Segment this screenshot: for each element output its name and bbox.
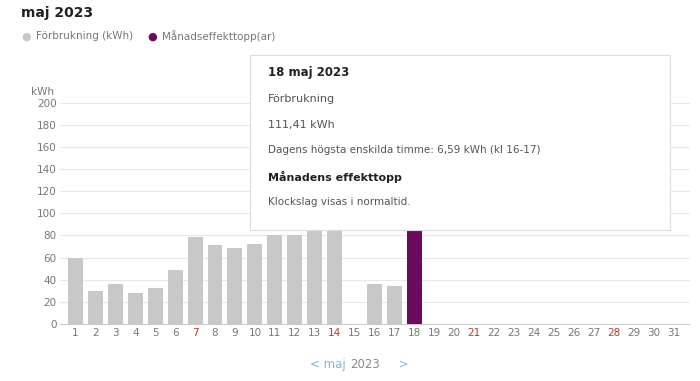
Bar (327, 230, 342, 324)
Text: maj 2023: maj 2023 (21, 6, 93, 20)
Text: 2023: 2023 (350, 359, 379, 371)
Text: Förbrukning: Förbrukning (267, 94, 335, 104)
Bar (307, 220, 322, 324)
Text: Klockslag visas i normaltid.: Klockslag visas i normaltid. (267, 197, 410, 207)
Bar (287, 235, 302, 324)
Text: 111,41 kWh: 111,41 kWh (267, 120, 335, 130)
Text: < maj: < maj (311, 359, 350, 371)
Bar (247, 244, 262, 324)
Bar (128, 293, 143, 324)
Bar (68, 258, 83, 324)
Bar (108, 284, 122, 324)
Text: Dagens högsta enskilda timme: 6,59 kWh (kl 16-17): Dagens högsta enskilda timme: 6,59 kWh (… (267, 146, 540, 155)
Bar (228, 248, 242, 324)
Text: Förbrukning (kWh): Förbrukning (kWh) (36, 31, 134, 41)
Bar (267, 235, 282, 324)
Bar (407, 201, 422, 324)
Text: Månadseffekttopp(ar): Månadseffekttopp(ar) (162, 30, 276, 42)
Text: kWh: kWh (32, 87, 55, 97)
Bar (367, 284, 382, 324)
Bar (207, 245, 223, 324)
Bar (188, 237, 202, 324)
Bar (148, 288, 162, 324)
Text: ●: ● (21, 31, 31, 41)
Text: Månadens effekttopp: Månadens effekttopp (267, 171, 401, 183)
Bar (168, 270, 183, 324)
Text: ●: ● (147, 31, 157, 41)
Bar (88, 291, 103, 324)
Text: >: > (395, 359, 409, 371)
Text: 18 maj 2023: 18 maj 2023 (267, 66, 349, 78)
Bar (387, 286, 402, 324)
